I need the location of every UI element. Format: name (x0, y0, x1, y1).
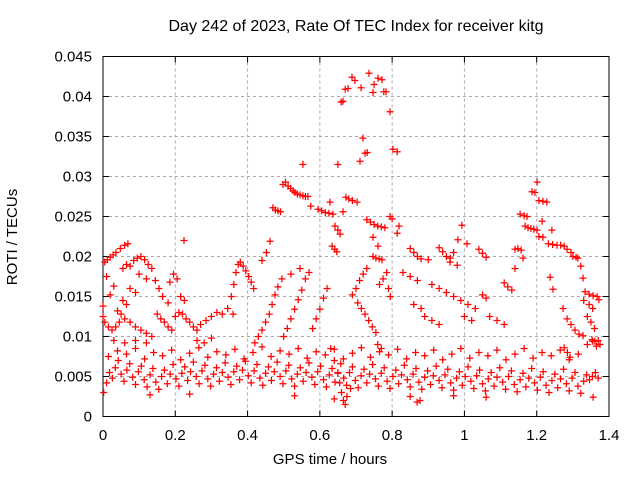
x-tick-label: 1.4 (599, 427, 620, 444)
data-points-scatter (99, 69, 604, 408)
y-tick-label: 0.035 (54, 129, 92, 146)
y-tick-label: 0.04 (63, 89, 92, 106)
plot-border (102, 56, 610, 417)
x-tick-label: 1.2 (526, 427, 547, 444)
y-tick-labels: 0 0.005 0.01 0.015 0.02 0.025 0.03 0.035 0.04 0.0… (54, 49, 92, 426)
y-tick-label: 0.01 (63, 329, 92, 346)
x-tick-label: 0.6 (309, 427, 330, 444)
x-tick-label: 0.8 (382, 427, 403, 444)
scatter-series-ROTI (99, 69, 604, 408)
x-tick-label: 1 (460, 427, 468, 444)
grid-lines (102, 56, 610, 417)
x-tick-label: 0 (99, 427, 107, 444)
x-axis-title: GPS time / hours (273, 451, 387, 468)
x-tick-labels: 0 0.2 0.4 0.6 0.8 1 1.2 1.4 (99, 427, 620, 444)
y-tick-label: 0.025 (54, 209, 92, 226)
y-tick-label: 0.005 (54, 369, 92, 386)
x-tick-label: 0.2 (165, 427, 186, 444)
y-tick-label: 0.02 (63, 249, 92, 266)
y-axis-title: ROTI / TECUs (4, 189, 21, 285)
y-tick-label: 0.015 (54, 289, 92, 306)
x-tick-label: 0.4 (237, 427, 258, 444)
y-tick-label: 0.045 (54, 49, 92, 66)
axis-ticks (102, 56, 610, 417)
y-tick-label: 0.03 (63, 169, 92, 186)
y-tick-label: 0 (84, 409, 92, 426)
chart-title: Day 242 of 2023, Rate Of TEC Index for r… (169, 18, 544, 35)
